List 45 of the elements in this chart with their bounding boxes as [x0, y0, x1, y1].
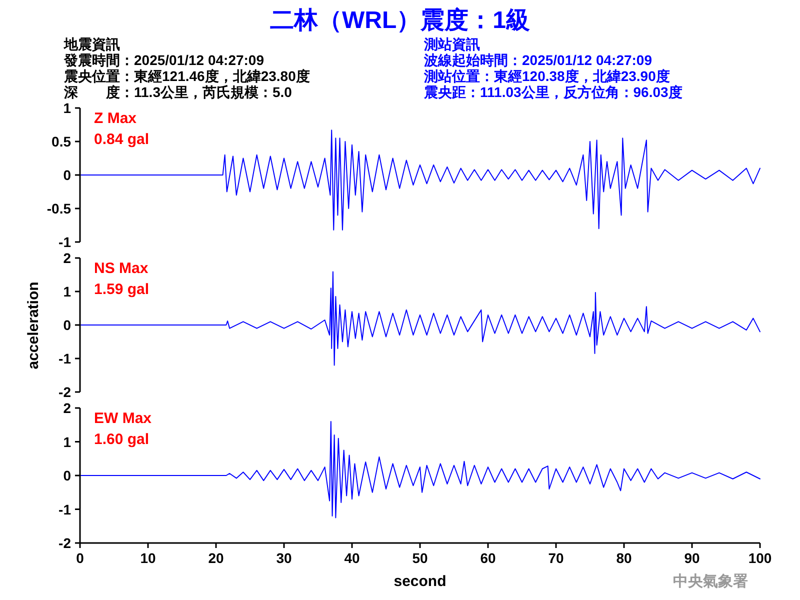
y-tick-label: -1	[58, 501, 72, 518]
y-tick-label: 2	[63, 400, 72, 416]
annotation: 1.59 gal	[94, 281, 150, 298]
annotation: NS Max	[94, 260, 149, 277]
y-axis-title: acceleration	[25, 282, 42, 370]
text: 震央位置：東經121.46度，北緯23.80度	[63, 68, 310, 84]
y-tick-label: -1	[58, 350, 72, 366]
y-tick-label: 0.5	[52, 134, 72, 150]
y-tick-label: 0	[63, 167, 72, 183]
x-tick-label: 0	[76, 550, 84, 566]
x-tick-label: 70	[548, 550, 564, 566]
text: 震央距：111.03公里，反方位角：96.03度	[423, 84, 682, 100]
text: 波線起始時間：2025/01/12 04:27:09	[423, 52, 652, 68]
annotation: EW Max	[94, 410, 152, 427]
y-tick-label: -2	[58, 535, 72, 551]
x-axis-title: second	[394, 573, 446, 590]
x-tick-label: 90	[684, 550, 700, 566]
annotation: 0.84 gal	[94, 131, 150, 148]
x-tick-label: 50	[412, 550, 428, 566]
chart-title: 二林（WRL）震度：1級	[270, 7, 530, 34]
x-tick-label: 20	[208, 550, 224, 566]
y-tick-label: 0	[63, 468, 72, 484]
annotation: Z Max	[94, 110, 138, 127]
text: 中央氣象署	[673, 573, 748, 590]
x-tick-label: 80	[616, 550, 632, 566]
y-tick-label: 0	[63, 317, 72, 333]
y-tick-label: 2	[63, 250, 72, 266]
y-tick-label: 1	[63, 100, 72, 116]
x-tick-label: 30	[276, 550, 292, 566]
y-tick-label: -2	[58, 384, 72, 400]
x-tick-label: 10	[140, 550, 156, 566]
x-tick-label: 100	[748, 550, 772, 566]
x-tick-label: 40	[344, 550, 360, 566]
line-series	[80, 130, 760, 230]
text: 地震資訊	[63, 36, 120, 52]
y-tick-label: 1	[63, 434, 72, 450]
annotation: 1.60 gal	[94, 431, 150, 448]
y-tick-label: 1	[63, 284, 72, 300]
text: 測站位置：東經120.38度，北緯23.90度	[423, 68, 670, 84]
text: 發震時間：2025/01/12 04:27:09	[63, 52, 264, 68]
y-tick-label: -0.5	[46, 200, 72, 216]
text: 深 度：11.3公里，芮氏規模：5.0	[63, 84, 292, 100]
x-tick-label: 60	[480, 550, 496, 566]
text: 測站資訊	[423, 36, 480, 52]
y-tick-label: -1	[58, 234, 72, 250]
